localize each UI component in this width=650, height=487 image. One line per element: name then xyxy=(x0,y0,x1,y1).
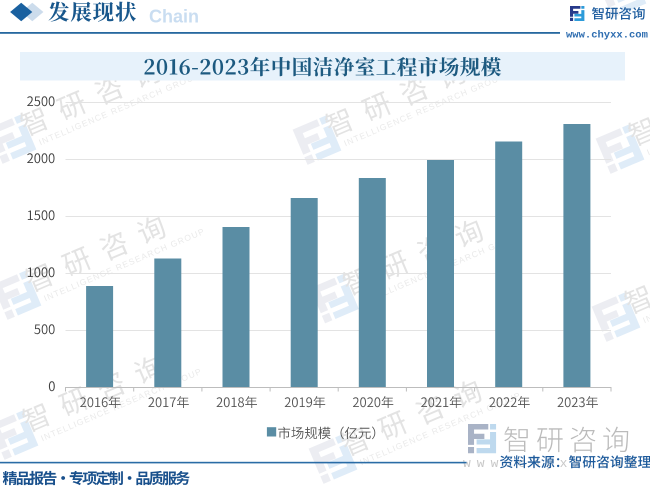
svg-text:www.chyxx.com: www.chyxx.com xyxy=(566,30,648,42)
svg-text:Chain: Chain xyxy=(149,7,199,27)
